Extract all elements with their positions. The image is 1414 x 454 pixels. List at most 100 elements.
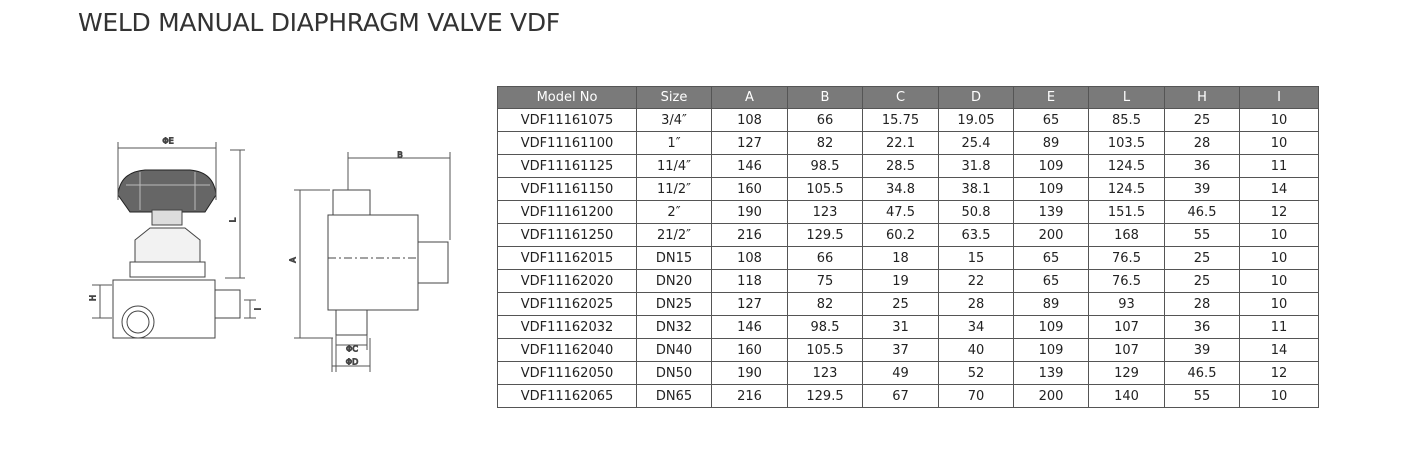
table-cell: 146	[711, 315, 788, 339]
table-cell: 103.5	[1088, 131, 1165, 155]
dim-label: ΦD	[346, 358, 358, 367]
dim-label: B	[397, 151, 403, 160]
table-cell: 39	[1164, 338, 1240, 362]
table-cell: 151.5	[1088, 200, 1165, 224]
table-cell: 11	[1239, 154, 1319, 178]
table-cell: 2″	[636, 200, 712, 224]
table-cell: 36	[1164, 154, 1240, 178]
table-row: VDF11161150 11/2″ 160 105.5 34.8 38.1 109 124.5…	[497, 177, 1319, 201]
table-cell: 123	[787, 361, 863, 385]
table-cell: 1″	[636, 131, 712, 155]
table-row: VDF11161200 2″ 190 123 47.5 50.8 139 151.5 46.5 1…	[497, 200, 1319, 224]
table-cell: 60.2	[862, 223, 939, 247]
table-cell: 52	[938, 361, 1014, 385]
table-cell: 46.5	[1164, 200, 1240, 224]
table-cell: 11	[1239, 315, 1319, 339]
table-cell: 107	[1088, 338, 1165, 362]
table-cell: 168	[1088, 223, 1165, 247]
dim-label: I	[254, 308, 263, 310]
table-cell: 28	[1164, 131, 1240, 155]
dim-label: ΦE	[162, 137, 173, 146]
table-row: VDF11162050 DN50 190 123 49 52 139 129 46.5 12	[497, 361, 1319, 385]
table-cell: 49	[862, 361, 939, 385]
table-cell: 76.5	[1088, 246, 1165, 270]
table-cell: 98.5	[787, 315, 863, 339]
table-cell: 89	[1013, 131, 1089, 155]
front-view	[92, 142, 256, 339]
table-cell: DN50	[636, 361, 712, 385]
table-cell: 160	[711, 177, 788, 201]
table-cell: 139	[1013, 361, 1089, 385]
table-cell: 82	[787, 292, 863, 316]
table-row: VDF11161250 21/2″ 216 129.5 60.2 63.5 200 168 55…	[497, 223, 1319, 247]
table-cell: DN25	[636, 292, 712, 316]
table-cell: 124.5	[1088, 177, 1165, 201]
table-cell: 127	[711, 131, 788, 155]
table-cell: 139	[1013, 200, 1089, 224]
column-header: Size	[636, 86, 712, 109]
column-header: E	[1013, 86, 1089, 109]
table-cell: 129.5	[787, 223, 863, 247]
table-cell: 108	[711, 246, 788, 270]
table-cell: DN40	[636, 338, 712, 362]
table-cell: 123	[787, 200, 863, 224]
table-cell: 200	[1013, 384, 1089, 408]
table-cell: 216	[711, 223, 788, 247]
table-cell: 12	[1239, 200, 1319, 224]
table-cell: 129.5	[787, 384, 863, 408]
table-cell: VDF11161075	[497, 108, 637, 132]
table-cell: 12	[1239, 361, 1319, 385]
table-cell: 66	[787, 108, 863, 132]
table-cell: 19	[862, 269, 939, 293]
table-cell: VDF11162032	[497, 315, 637, 339]
table-cell: 46.5	[1164, 361, 1240, 385]
header-row: Model No Size A B C D E L H I	[497, 86, 1319, 109]
table-row: VDF11161125 11/4″ 146 98.5 28.5 31.8 109 124.5 3…	[497, 154, 1319, 178]
table-cell: 22	[938, 269, 1014, 293]
table-row: VDF11162025 DN25 127 82 25 28 89 93 28 10	[497, 292, 1319, 316]
table-cell: 98.5	[787, 154, 863, 178]
table-cell: 38.1	[938, 177, 1014, 201]
table-cell: 10	[1239, 131, 1319, 155]
table-cell: 200	[1013, 223, 1089, 247]
table-cell: 15.75	[862, 108, 939, 132]
table-cell: 25	[862, 292, 939, 316]
table-cell: 3/4″	[636, 108, 712, 132]
table-cell: 39	[1164, 177, 1240, 201]
table-cell: VDF11162025	[497, 292, 637, 316]
table-cell: 55	[1164, 223, 1240, 247]
table-row: VDF11161075 3/4″ 108 66 15.75 19.05 65 85.5 25 10	[497, 108, 1319, 132]
table-cell: 216	[711, 384, 788, 408]
table-row: VDF11162015 DN15 108 66 18 15 65 76.5 25 10	[497, 246, 1319, 270]
table-cell: 160	[711, 338, 788, 362]
table-cell: 105.5	[787, 338, 863, 362]
table-cell: 11/4″	[636, 154, 712, 178]
column-header: H	[1164, 86, 1240, 109]
table-cell: 25	[1164, 108, 1240, 132]
table-cell: 10	[1239, 246, 1319, 270]
table-cell: 190	[711, 200, 788, 224]
dim-label: A	[289, 257, 298, 263]
table-cell: 140	[1088, 384, 1165, 408]
table-cell: 129	[1088, 361, 1165, 385]
table-cell: 146	[711, 154, 788, 178]
table-cell: 10	[1239, 384, 1319, 408]
table-cell: 31	[862, 315, 939, 339]
table-cell: 109	[1013, 154, 1089, 178]
table-cell: VDF11162065	[497, 384, 637, 408]
table-cell: 34	[938, 315, 1014, 339]
table-row: VDF11162040 DN40 160 105.5 37 40 109 107 39 14	[497, 338, 1319, 362]
table-cell: 124.5	[1088, 154, 1165, 178]
table-cell: 11/2″	[636, 177, 712, 201]
table-cell: 18	[862, 246, 939, 270]
valve-drawing: ΦE L H I B A ΦC ΦD	[88, 136, 451, 372]
table-cell: 67	[862, 384, 939, 408]
table-cell: DN32	[636, 315, 712, 339]
table-cell: 109	[1013, 315, 1089, 339]
table-cell: 93	[1088, 292, 1165, 316]
table-cell: 107	[1088, 315, 1165, 339]
table-row: VDF11162020 DN20 118 75 19 22 65 76.5 25 10	[497, 269, 1319, 293]
table-cell: 25	[1164, 246, 1240, 270]
table-cell: 70	[938, 384, 1014, 408]
